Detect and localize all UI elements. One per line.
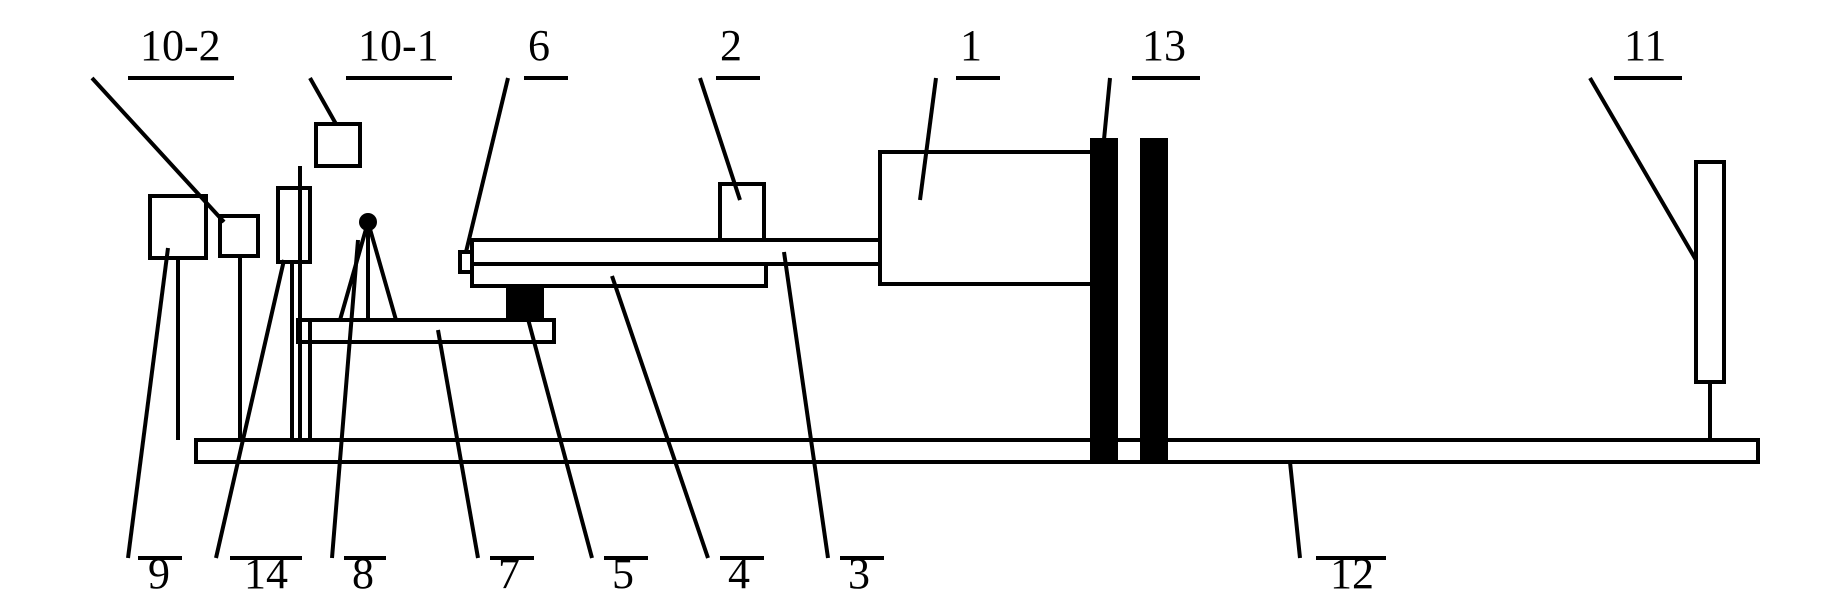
box-2 bbox=[720, 184, 764, 240]
label-l14-label: 14 bbox=[244, 549, 288, 598]
tab-6 bbox=[460, 252, 472, 272]
bar-3 bbox=[472, 240, 880, 264]
label-l7-leader bbox=[438, 330, 478, 558]
post-13-left bbox=[1092, 140, 1116, 462]
base-rail-12 bbox=[196, 440, 1758, 462]
label-l14-leader bbox=[216, 260, 284, 558]
box-10-1 bbox=[316, 124, 360, 166]
label-l11-label: 11 bbox=[1624, 21, 1666, 70]
label-l10_1-label: 10-1 bbox=[358, 21, 439, 70]
label-l12-leader bbox=[1290, 462, 1300, 558]
label-l9-label: 9 bbox=[148, 549, 170, 598]
label-l10_2-label: 10-2 bbox=[140, 21, 221, 70]
label-l6-leader bbox=[466, 78, 508, 252]
bar-7 bbox=[298, 320, 554, 342]
label-l12-label: 12 bbox=[1330, 549, 1374, 598]
box-9 bbox=[150, 196, 206, 258]
label-l3-label: 3 bbox=[848, 549, 870, 598]
post-13-right bbox=[1142, 140, 1166, 462]
label-l7-label: 7 bbox=[498, 549, 520, 598]
box-1 bbox=[880, 152, 1092, 284]
label-l5-leader bbox=[524, 304, 592, 558]
label-l2-leader bbox=[700, 78, 740, 200]
label-l10_1-leader bbox=[310, 78, 336, 124]
box-11 bbox=[1696, 162, 1724, 382]
label-l10_2-leader bbox=[92, 78, 224, 222]
label-l6-label: 6 bbox=[528, 21, 550, 70]
label-l9-leader bbox=[128, 248, 168, 558]
label-l11-leader bbox=[1590, 78, 1696, 260]
box-10-2 bbox=[220, 216, 258, 256]
label-l8-label: 8 bbox=[352, 549, 374, 598]
label-l2-label: 2 bbox=[720, 21, 742, 70]
label-l3-leader bbox=[784, 252, 828, 558]
label-l1-label: 1 bbox=[960, 21, 982, 70]
label-l4-leader bbox=[612, 276, 708, 558]
label-l1-leader bbox=[920, 78, 936, 200]
label-l5-label: 5 bbox=[612, 549, 634, 598]
label-l8-leader bbox=[332, 240, 358, 558]
box-14 bbox=[278, 188, 310, 262]
bar-4 bbox=[472, 264, 766, 286]
label-l4-label: 4 bbox=[728, 549, 750, 598]
tripod-leg-right bbox=[368, 222, 396, 320]
label-l13-label: 13 bbox=[1142, 21, 1186, 70]
